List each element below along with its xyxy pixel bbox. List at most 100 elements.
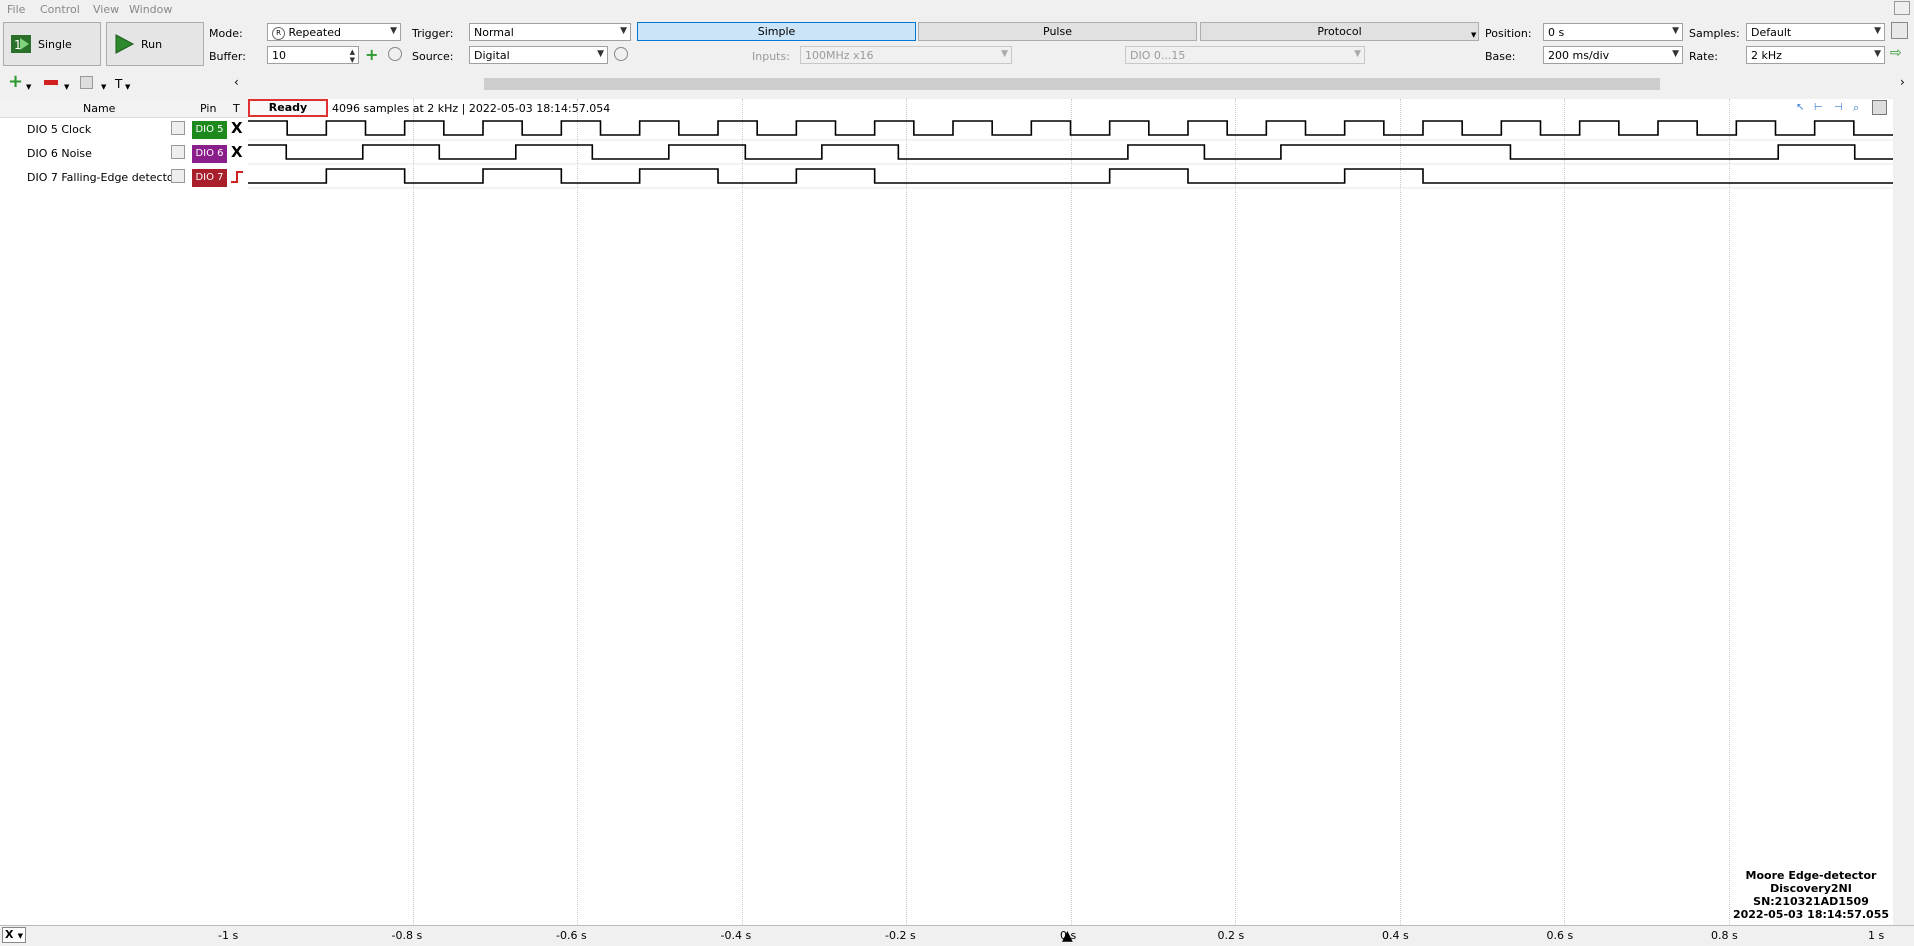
grid-line [1728,99,1730,925]
grid-line [577,99,578,925]
dio-range-value: DIO 0...15 [1130,49,1186,62]
grid-line [1564,99,1565,925]
marker2-icon[interactable]: ⊣ [1834,102,1843,113]
x-tick-label: 0.6 s [1546,929,1574,942]
marker-icon[interactable]: ⊢ [1814,102,1823,113]
settings-icon[interactable] [1891,22,1908,39]
chevron-down-icon: ▼ [1874,26,1881,36]
arrow-right-icon[interactable]: ⇨ [1890,45,1902,61]
name-column-header: Name [83,102,116,115]
scroll-left-icon[interactable]: ‹ [234,75,239,89]
cursor-icon[interactable]: ↖ [1796,102,1805,113]
tab-protocol[interactable]: Protocol [1200,22,1479,41]
trigger-ignore-icon[interactable]: X [231,119,243,137]
menu-file[interactable]: File [7,3,26,16]
trigger-type-icon[interactable]: T [115,77,123,91]
source-select[interactable]: Digital ▼ [469,46,608,64]
buffer-spinbox[interactable]: 10 ▲ ▼ [267,46,359,64]
horizontal-scrollbar[interactable] [484,78,1660,90]
source-config-icon[interactable] [614,47,628,61]
position-select[interactable]: 0 s ▼ [1543,23,1683,41]
chevron-down-icon: ▼ [1874,49,1881,59]
restore-window-icon[interactable] [1894,1,1910,15]
channel-name: DIO 5 Clock [27,123,92,136]
trigger-value: Normal [474,26,514,39]
menu-view[interactable]: View [93,3,120,16]
x-tick-label: -0.6 s [556,929,587,942]
grid-line [1235,99,1236,925]
device-title: Moore Edge-detector [1745,869,1877,882]
waveform-canvas [248,120,1893,189]
grid-line [412,99,414,925]
pin-column-header: Pin [200,102,217,115]
single-button[interactable]: 1 Single [3,22,101,66]
edit-dropdown-icon[interactable]: ▼ [101,83,107,91]
single-icon: 1 [11,35,31,53]
trigger-ignore-icon[interactable]: X [231,143,243,161]
trigger-type-dropdown-icon[interactable]: ▼ [125,83,131,91]
trigger-position-marker-icon[interactable]: ▲ [1062,928,1073,944]
menu-bar: File Control View Window [0,0,1914,18]
edit-icon[interactable] [80,76,93,89]
mode-icon: R [272,26,285,40]
x-axis-select-label: X [5,928,14,941]
config-icon[interactable] [388,47,402,61]
x-tick-label: 0 s [1060,929,1077,942]
grid-line [1399,99,1401,925]
menu-window[interactable]: Window [129,3,173,16]
status-ready-badge: Ready [248,99,328,117]
tab-overflow-icon[interactable]: ▼ [1471,31,1477,39]
add-channel-dropdown-icon[interactable]: ▼ [26,83,32,91]
channel-edit-icon[interactable] [171,121,185,135]
menu-control[interactable]: Control [40,3,80,16]
scroll-right-icon[interactable]: › [1900,75,1905,89]
rate-select[interactable]: 2 kHz ▼ [1746,46,1885,64]
add-icon[interactable]: + [365,45,379,64]
svg-text:1: 1 [14,38,22,52]
add-channel-icon[interactable]: + [8,71,24,92]
rising-edge-icon[interactable] [230,170,244,184]
x-tick-label: 0.4 s [1382,929,1409,942]
tab-pulse[interactable]: Pulse [918,22,1197,41]
chevron-down-icon: ▼ [1672,26,1679,36]
samples-select[interactable]: Default ▼ [1746,23,1885,41]
channel-list [0,99,249,925]
mode-select[interactable]: R Repeated ▼ [267,23,401,41]
chevron-down-icon: ▼ [17,932,23,940]
tab-simple[interactable]: Simple [637,22,916,41]
base-label: Base: [1485,50,1516,63]
trigger-select[interactable]: Normal ▼ [469,23,631,41]
remove-channel-dropdown-icon[interactable]: ▼ [64,83,70,91]
spin-icon[interactable]: ▲ ▼ [349,48,355,64]
waveform-trace [248,168,1893,184]
plot-area[interactable] [248,99,1893,925]
vertical-scrollbar[interactable] [1893,99,1914,925]
chevron-down-icon: ▼ [390,26,397,36]
x-axis-select[interactable]: X ▼ [2,927,26,943]
trigger-label: Trigger: [412,27,454,40]
channel-edit-icon[interactable] [171,145,185,159]
source-label: Source: [412,50,454,63]
x-tick-label: -1 s [218,929,239,942]
channel-list-header: Name Pin T [0,99,248,118]
x-tick-label: -0.8 s [391,929,423,942]
plot-settings-icon[interactable] [1872,100,1887,115]
channel-edit-icon[interactable] [171,169,185,183]
channel-pin-badge: DIO 6 [192,145,227,163]
dio-range-select: DIO 0...15 ▼ [1125,46,1365,64]
channel-row[interactable]: DIO 7 Falling-Edge detector DIO 7 [0,165,248,189]
remove-channel-icon[interactable] [44,80,58,85]
status-info: 4096 samples at 2 kHz | 2022-05-03 18:14… [332,102,611,115]
inputs-value: 100MHz x16 [805,49,874,62]
device-info: Moore Edge-detector Discovery2NI SN:2103… [1716,869,1906,921]
play-icon [115,34,135,54]
plot-tools: ↖ ⊢ ⊣ ⌕ [1796,100,1891,116]
x-tick-label: -0.2 s [885,929,916,942]
zoom-icon[interactable]: ⌕ [1853,101,1860,114]
rate-label: Rate: [1689,50,1718,63]
run-button[interactable]: Run [106,22,204,66]
base-select[interactable]: 200 ms/div ▼ [1543,46,1683,64]
samples-label: Samples: [1689,27,1740,40]
